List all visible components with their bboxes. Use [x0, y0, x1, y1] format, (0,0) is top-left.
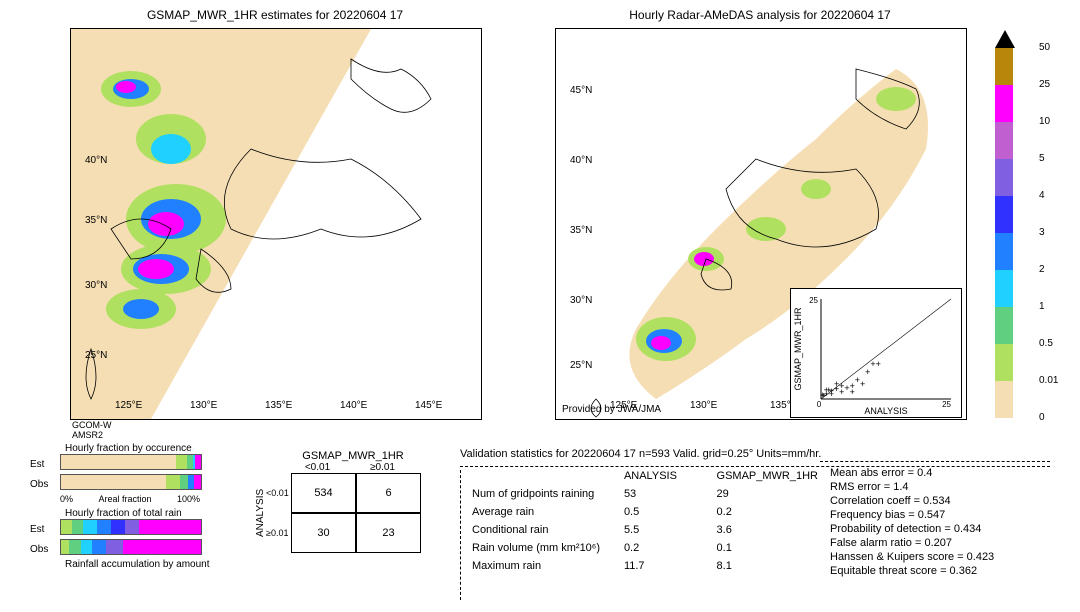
- map-right-lat-2: 35°N: [570, 225, 592, 236]
- contingency-header: GSMAP_MWR_1HR: [285, 450, 421, 462]
- ct-v11: 23: [356, 513, 421, 553]
- ct-col-1: ≥0.01: [350, 462, 415, 473]
- colorbar-tick: 2: [1039, 264, 1045, 275]
- validation-row: Num of gridpoints raining5329: [462, 486, 828, 502]
- validation-row: Maximum rain11.78.1: [462, 558, 828, 574]
- ct-col-0: <0.01: [285, 462, 350, 473]
- bars-x1: 100%: [177, 494, 200, 504]
- colorbar-tick: 5: [1039, 153, 1045, 164]
- map-right-lon-0: 125°E: [610, 400, 637, 411]
- est-label-2: Est: [30, 524, 60, 535]
- bars-xlabel: Areal fraction: [98, 494, 151, 504]
- map-right-lat-3: 40°N: [570, 155, 592, 166]
- contingency-table: GSMAP_MWR_1HR <0.01 ≥0.01 ANALYSIS <0.01…: [255, 450, 421, 553]
- colorbar-tick: 50: [1039, 42, 1050, 53]
- svg-text:25: 25: [942, 400, 951, 409]
- svg-text:+: +: [876, 359, 881, 369]
- inset-xlabel: ANALYSIS: [864, 406, 907, 416]
- colorbar: [995, 28, 1015, 418]
- validation-row: Rain volume (mm km²10⁶)0.20.1: [462, 540, 828, 556]
- map-right-lat-4: 45°N: [570, 85, 592, 96]
- colorbar-tick: 4: [1039, 190, 1045, 201]
- ct-v10: 30: [291, 513, 356, 553]
- validation-metric: Correlation coeff = 0.534: [830, 494, 1060, 508]
- colorbar-tick: 1: [1039, 301, 1045, 312]
- map-left-lat-1: 30°N: [85, 280, 107, 291]
- svg-text:+: +: [829, 389, 834, 399]
- validation-panel: Validation statistics for 20220604 17 n=…: [460, 448, 1060, 578]
- svg-text:+: +: [865, 367, 870, 377]
- bar-occur-obs: [60, 474, 202, 490]
- svg-text:+: +: [860, 379, 865, 389]
- colorbar-tick: 3: [1039, 227, 1045, 238]
- bars-footer: Rainfall accumulation by amount: [65, 559, 210, 570]
- map-left-lon-2: 135°E: [265, 400, 292, 411]
- bars-x0: 0%: [60, 494, 73, 504]
- colorbar-tick: 0.5: [1039, 338, 1053, 349]
- validation-row: Average rain0.50.2: [462, 504, 828, 520]
- bar-rain-obs: [60, 539, 202, 555]
- ct-v00: 534: [291, 473, 356, 513]
- map-left-lat-2: 35°N: [85, 215, 107, 226]
- est-label: Est: [30, 459, 60, 470]
- map-right-lon-1: 130°E: [690, 400, 717, 411]
- svg-text:25: 25: [809, 296, 818, 305]
- obs-label: Obs: [30, 479, 60, 490]
- ct-row-1: ≥0.01: [266, 513, 291, 553]
- colorbar-tick: 0: [1039, 412, 1045, 423]
- sensor-label: GCOM-W AMSR2: [72, 420, 112, 440]
- inset-scatter: +++++++++++++++++++ ANALYSIS GSMAP_MWR_1…: [790, 288, 962, 418]
- map-left-lat-0: 25°N: [85, 350, 107, 361]
- map-left-lon-0: 125°E: [115, 400, 142, 411]
- ct-rowhdr: ANALYSIS: [255, 473, 266, 553]
- map-left-lon-1: 130°E: [190, 400, 217, 411]
- validation-metric: RMS error = 1.4: [830, 480, 1060, 494]
- ct-row-0: <0.01: [266, 473, 291, 513]
- map-right-lat-0: 25°N: [570, 360, 592, 371]
- map-left-lon-4: 145°E: [415, 400, 442, 411]
- validation-metric: Hanssen & Kuipers score = 0.423: [830, 550, 1060, 564]
- map-left-lon-3: 140°E: [340, 400, 367, 411]
- validation-metric: False alarm ratio = 0.207: [830, 536, 1060, 550]
- colorbar-tick: 10: [1039, 116, 1050, 127]
- validation-metric: Mean abs error = 0.4: [830, 466, 1060, 480]
- ct-v01: 6: [356, 473, 421, 513]
- obs-label-2: Obs: [30, 544, 60, 555]
- map-right-lat-1: 30°N: [570, 295, 592, 306]
- map-left-title: GSMAP_MWR_1HR estimates for 20220604 17: [70, 8, 480, 22]
- svg-text:+: +: [839, 381, 844, 391]
- bar-occur-est: [60, 454, 202, 470]
- bars-rain-title: Hourly fraction of total rain: [65, 508, 210, 519]
- map-left: [70, 28, 482, 420]
- inset-ylabel: GSMAP_MWR_1HR: [793, 307, 803, 391]
- validation-metric: Probability of detection = 0.434: [830, 522, 1060, 536]
- map-left-lat-3: 40°N: [85, 155, 107, 166]
- bars-occur-title: Hourly fraction by occurence: [65, 443, 210, 454]
- svg-text:+: +: [855, 375, 860, 385]
- validation-metric: Equitable threat score = 0.362: [830, 564, 1060, 578]
- colorbar-tick: 0.01: [1039, 375, 1058, 386]
- bar-rain-est: [60, 519, 202, 535]
- map-right-title: Hourly Radar-AMeDAS analysis for 2022060…: [555, 8, 965, 22]
- map-left-svg: [71, 29, 481, 419]
- validation-metric: Frequency bias = 0.547: [830, 508, 1060, 522]
- validation-header: Validation statistics for 20220604 17 n=…: [460, 448, 1060, 460]
- val-col2: GSMAP_MWR_1HR: [707, 468, 828, 484]
- validation-row: Conditional rain5.53.6: [462, 522, 828, 538]
- colorbar-tick: 25: [1039, 79, 1050, 90]
- svg-text:0: 0: [817, 400, 822, 409]
- val-col1: ANALYSIS: [614, 468, 705, 484]
- svg-text:+: +: [850, 387, 855, 397]
